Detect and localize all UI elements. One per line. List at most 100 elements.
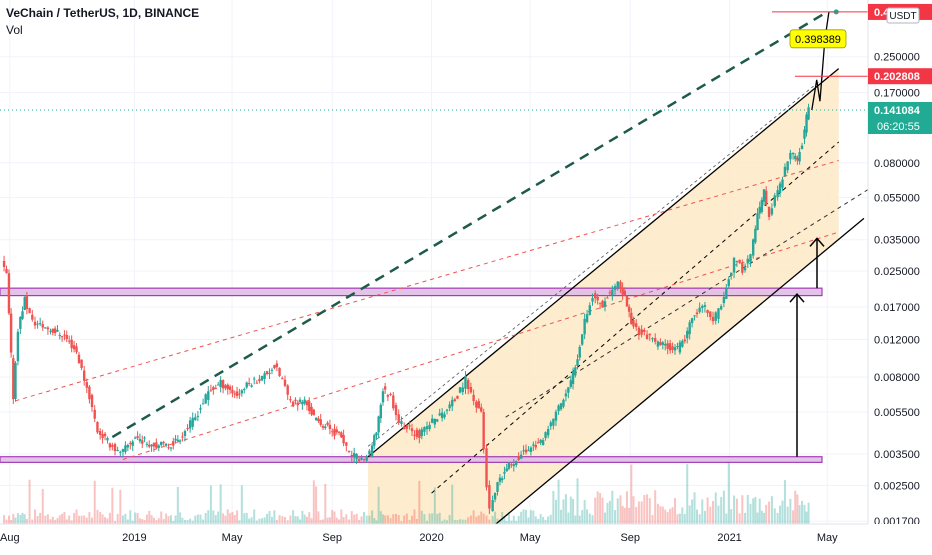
candle-body <box>794 155 797 160</box>
candle-body <box>119 451 122 453</box>
volume-bar <box>233 514 236 524</box>
volume-bar <box>691 499 694 524</box>
candle-body <box>199 408 202 410</box>
volume-bar <box>625 491 628 524</box>
candle-body <box>608 292 612 294</box>
volume-bar <box>181 517 184 524</box>
volume-bar <box>340 509 343 524</box>
candle-body <box>500 478 504 481</box>
target-price-box <box>789 29 847 49</box>
candle-body <box>640 329 643 335</box>
candle-body <box>781 179 784 188</box>
candle-body <box>578 346 581 358</box>
candle-body <box>321 426 325 428</box>
volume-bar <box>448 515 451 524</box>
candle-body <box>517 456 520 460</box>
candle-body <box>798 152 801 162</box>
volume-bar <box>706 497 709 524</box>
volume-bar <box>174 515 177 524</box>
candle-body <box>686 330 689 339</box>
volume-bar <box>111 487 114 524</box>
candle-body <box>749 254 752 263</box>
volume-bar <box>544 519 547 524</box>
volume-bar <box>564 494 567 524</box>
volume-bar <box>496 518 499 524</box>
candle-body <box>803 129 806 139</box>
volume-bar <box>420 510 423 524</box>
volume-bar <box>80 515 83 524</box>
candle-body <box>654 338 657 342</box>
volume-bar <box>698 514 701 524</box>
volume-bar <box>379 511 382 524</box>
volume-bar <box>368 515 371 524</box>
candle-body <box>273 365 276 369</box>
target-price-label: 0.398389 <box>795 34 841 46</box>
candle-body <box>440 412 444 419</box>
candle-body <box>243 389 246 391</box>
candle-body <box>800 145 804 149</box>
candle-body <box>754 228 757 243</box>
candle-body <box>355 453 358 459</box>
volume-bar <box>436 513 439 524</box>
channel-median-line <box>431 141 840 494</box>
volume-bar <box>596 491 599 524</box>
candle-body <box>335 429 338 433</box>
volume-bar <box>418 480 421 524</box>
volume-bar <box>319 519 322 524</box>
candle-body <box>324 426 327 429</box>
volume-bar <box>392 514 395 524</box>
volume-bar <box>749 503 752 524</box>
volume-bar <box>688 505 691 524</box>
candle-body <box>278 367 281 376</box>
candle-body <box>601 300 604 308</box>
candle-body <box>491 500 494 512</box>
candle-body <box>488 485 491 509</box>
candle-body <box>596 296 599 301</box>
volume-bar <box>58 515 61 524</box>
volume-bar <box>296 516 299 524</box>
candle-body <box>308 401 311 411</box>
volume-bar <box>651 514 654 524</box>
volume-bar <box>36 515 39 524</box>
candle-body <box>661 342 665 345</box>
volume-bar <box>770 496 773 524</box>
candle-body <box>611 289 614 296</box>
volume-bar <box>126 519 129 524</box>
volume-bar <box>656 503 659 524</box>
candle-body <box>554 411 558 421</box>
candle-body <box>245 382 248 388</box>
price-axis-bg <box>868 0 932 550</box>
candle-body <box>623 290 627 296</box>
candle-body <box>21 311 24 319</box>
candle-body <box>475 401 478 408</box>
volume-bar <box>101 514 104 524</box>
volume-bar <box>505 520 508 524</box>
volume-bar <box>134 512 137 524</box>
candle-body <box>164 443 168 446</box>
countdown-label: 06:20:55 <box>877 121 920 133</box>
volume-bar <box>273 510 276 524</box>
candle-body <box>405 425 409 429</box>
volume-bar <box>61 513 64 524</box>
candle-body <box>594 293 597 299</box>
volume-bar <box>54 520 57 524</box>
candle-body <box>68 340 71 342</box>
candle-body <box>56 329 59 332</box>
volume-bar <box>405 513 408 524</box>
x-tick-label: Sep <box>620 532 640 544</box>
candle-body <box>443 414 446 418</box>
candle-body <box>571 370 575 384</box>
volume-bar <box>150 515 153 524</box>
candle-body <box>681 340 684 347</box>
volume-bar <box>365 515 368 524</box>
candle-body <box>201 403 205 405</box>
candle-body <box>400 420 403 425</box>
price-axis-label-bg <box>868 101 932 118</box>
candle-body <box>643 330 646 332</box>
volume-bar <box>727 460 730 524</box>
candle-body <box>735 261 739 263</box>
candle-body <box>265 371 269 375</box>
red-trendline-lower <box>122 231 839 460</box>
